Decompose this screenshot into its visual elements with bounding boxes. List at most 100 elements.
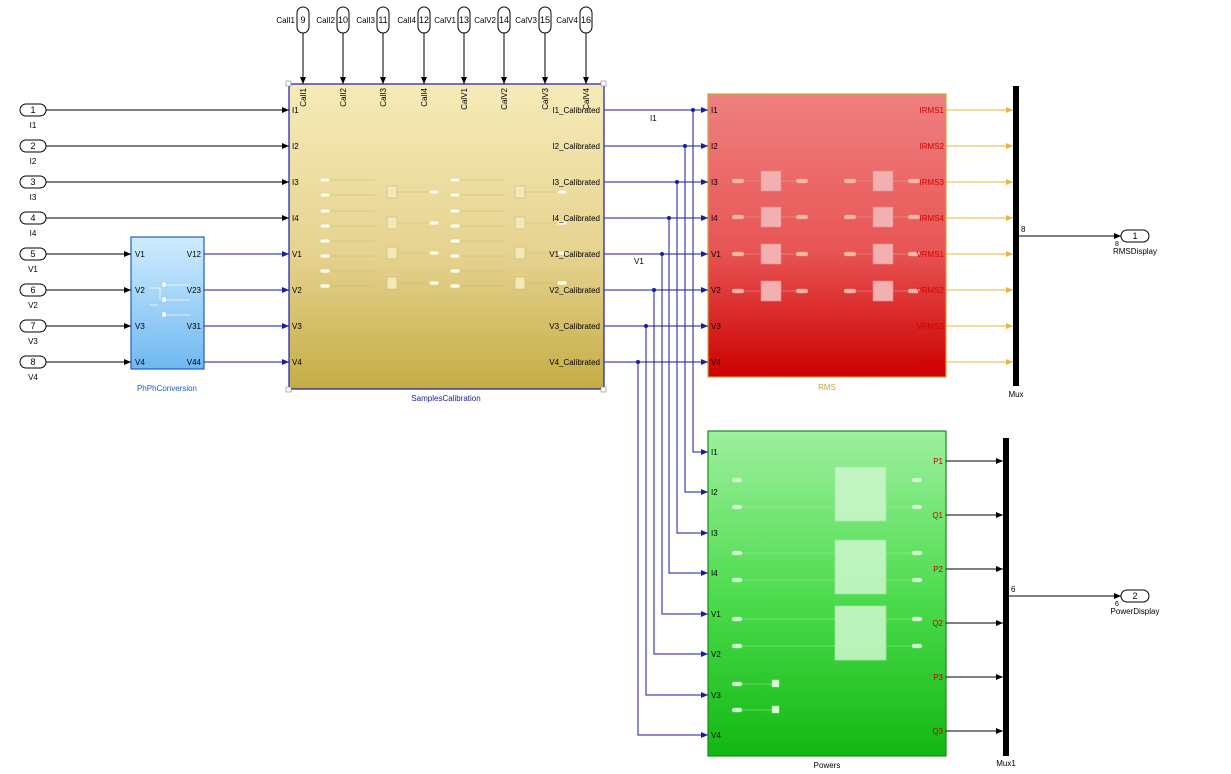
detail-block <box>834 466 887 522</box>
rms-in-port: I1 <box>711 106 718 115</box>
inport-v2[interactable]: 6 V2 <box>19 283 47 310</box>
detail-port <box>731 616 743 622</box>
inport-v1[interactable]: 5 V1 <box>19 247 47 274</box>
signal-label-i1: I1 <box>650 114 657 123</box>
signal-line <box>645 326 708 698</box>
detail-port <box>428 189 440 195</box>
inport-v4[interactable]: 8 V4 <box>19 355 47 382</box>
inport-i1[interactable]: 1 I1 <box>19 103 47 130</box>
inport-label: I2 <box>30 157 37 166</box>
detail-block <box>386 216 398 230</box>
outport-shape <box>1120 229 1150 243</box>
powers-block[interactable]: Powers <box>707 430 947 770</box>
inport-number: 16 <box>581 15 591 25</box>
inport-label: V2 <box>28 301 38 310</box>
detail-port <box>319 253 331 259</box>
inport-label: I4 <box>30 229 37 238</box>
inport-cali1[interactable]: 9 CalI1 <box>276 6 310 34</box>
powers-in-port: I4 <box>711 569 718 578</box>
phph-in-port: V3 <box>135 322 145 331</box>
detail-port <box>449 238 461 244</box>
rms-out-port: IRMS1 <box>920 106 945 115</box>
detail-block <box>386 246 398 260</box>
detail-port <box>449 268 461 274</box>
outport-number: 2 <box>1132 591 1137 601</box>
powers-in-port: V1 <box>711 610 721 619</box>
detail-block <box>872 280 894 302</box>
phph-conversion-block[interactable]: PhPhConversion <box>130 236 205 393</box>
inport-number: 9 <box>300 15 305 25</box>
detail-port <box>795 178 809 184</box>
inport-label: V3 <box>28 337 38 346</box>
rms-in-port: V4 <box>711 358 721 367</box>
calib-in-port: V1 <box>292 250 302 259</box>
phph-in-port: V2 <box>135 286 145 295</box>
phph-out-port: V23 <box>187 286 202 295</box>
signal-line <box>684 146 708 495</box>
signal-line <box>637 362 708 738</box>
mux-block[interactable]: Mux <box>1008 86 1024 399</box>
detail-block <box>386 276 398 290</box>
detail-port <box>449 283 461 289</box>
powers-in-port: V3 <box>711 691 721 700</box>
inport-label: CalV4 <box>556 16 578 25</box>
inport-v3[interactable]: 7 V3 <box>19 319 47 346</box>
powers-out-port: P1 <box>933 457 943 466</box>
inport-number: 3 <box>30 177 35 187</box>
powers-in-port: I1 <box>711 448 718 457</box>
detail-port <box>907 178 921 184</box>
rms-out-port: IRMS3 <box>920 178 945 187</box>
calib-out-port: V1_Calibrated <box>549 250 600 259</box>
detail-port <box>449 192 461 198</box>
detail-block <box>872 243 894 265</box>
detail-port <box>428 280 440 286</box>
detail-port <box>556 220 568 226</box>
rms-block-name: RMS <box>818 383 836 392</box>
left-inports: 1 I1 2 I2 3 I3 4 I4 5 V1 6 V2 7 V3 8 V4 <box>19 103 47 382</box>
detail-port <box>449 223 461 229</box>
samples-calibration-block[interactable]: SamplesCalibration <box>285 80 607 403</box>
signal-line <box>676 182 708 536</box>
detail-block <box>760 206 782 228</box>
detail-port <box>911 477 923 483</box>
detail-port <box>731 550 743 556</box>
rms-out-port: IRMS2 <box>920 142 945 151</box>
rms-in-port: I2 <box>711 142 718 151</box>
detail-block <box>514 246 526 260</box>
inport-i2[interactable]: 2 I2 <box>19 139 47 166</box>
inport-i4[interactable]: 4 I4 <box>19 211 47 238</box>
outport-width: 8 <box>1115 241 1119 248</box>
powers-out-port: Q1 <box>932 511 943 520</box>
detail-port <box>731 681 743 687</box>
signal-lines: I1 V1 8 6 <box>46 33 1121 738</box>
rms-out-port: VRMS1 <box>916 250 944 259</box>
detail-port <box>731 214 745 220</box>
calib-top-port: CalI4 <box>420 87 429 106</box>
detail-block <box>872 206 894 228</box>
calib-in-port: I1 <box>292 106 299 115</box>
outport-width: 6 <box>1115 601 1119 608</box>
inport-i3[interactable]: 3 I3 <box>19 175 47 202</box>
signal-label-v1: V1 <box>634 257 644 266</box>
detail-block <box>872 170 894 192</box>
inport-label: I1 <box>30 121 37 130</box>
mux1-block[interactable]: Mux1 <box>996 438 1016 768</box>
phph-block-name: PhPhConversion <box>137 384 197 393</box>
inport-label: CalI1 <box>276 16 295 25</box>
detail-port <box>319 177 331 183</box>
rms-block[interactable]: RMS <box>707 93 947 392</box>
detail-block <box>760 170 782 192</box>
detail-port <box>731 643 743 649</box>
